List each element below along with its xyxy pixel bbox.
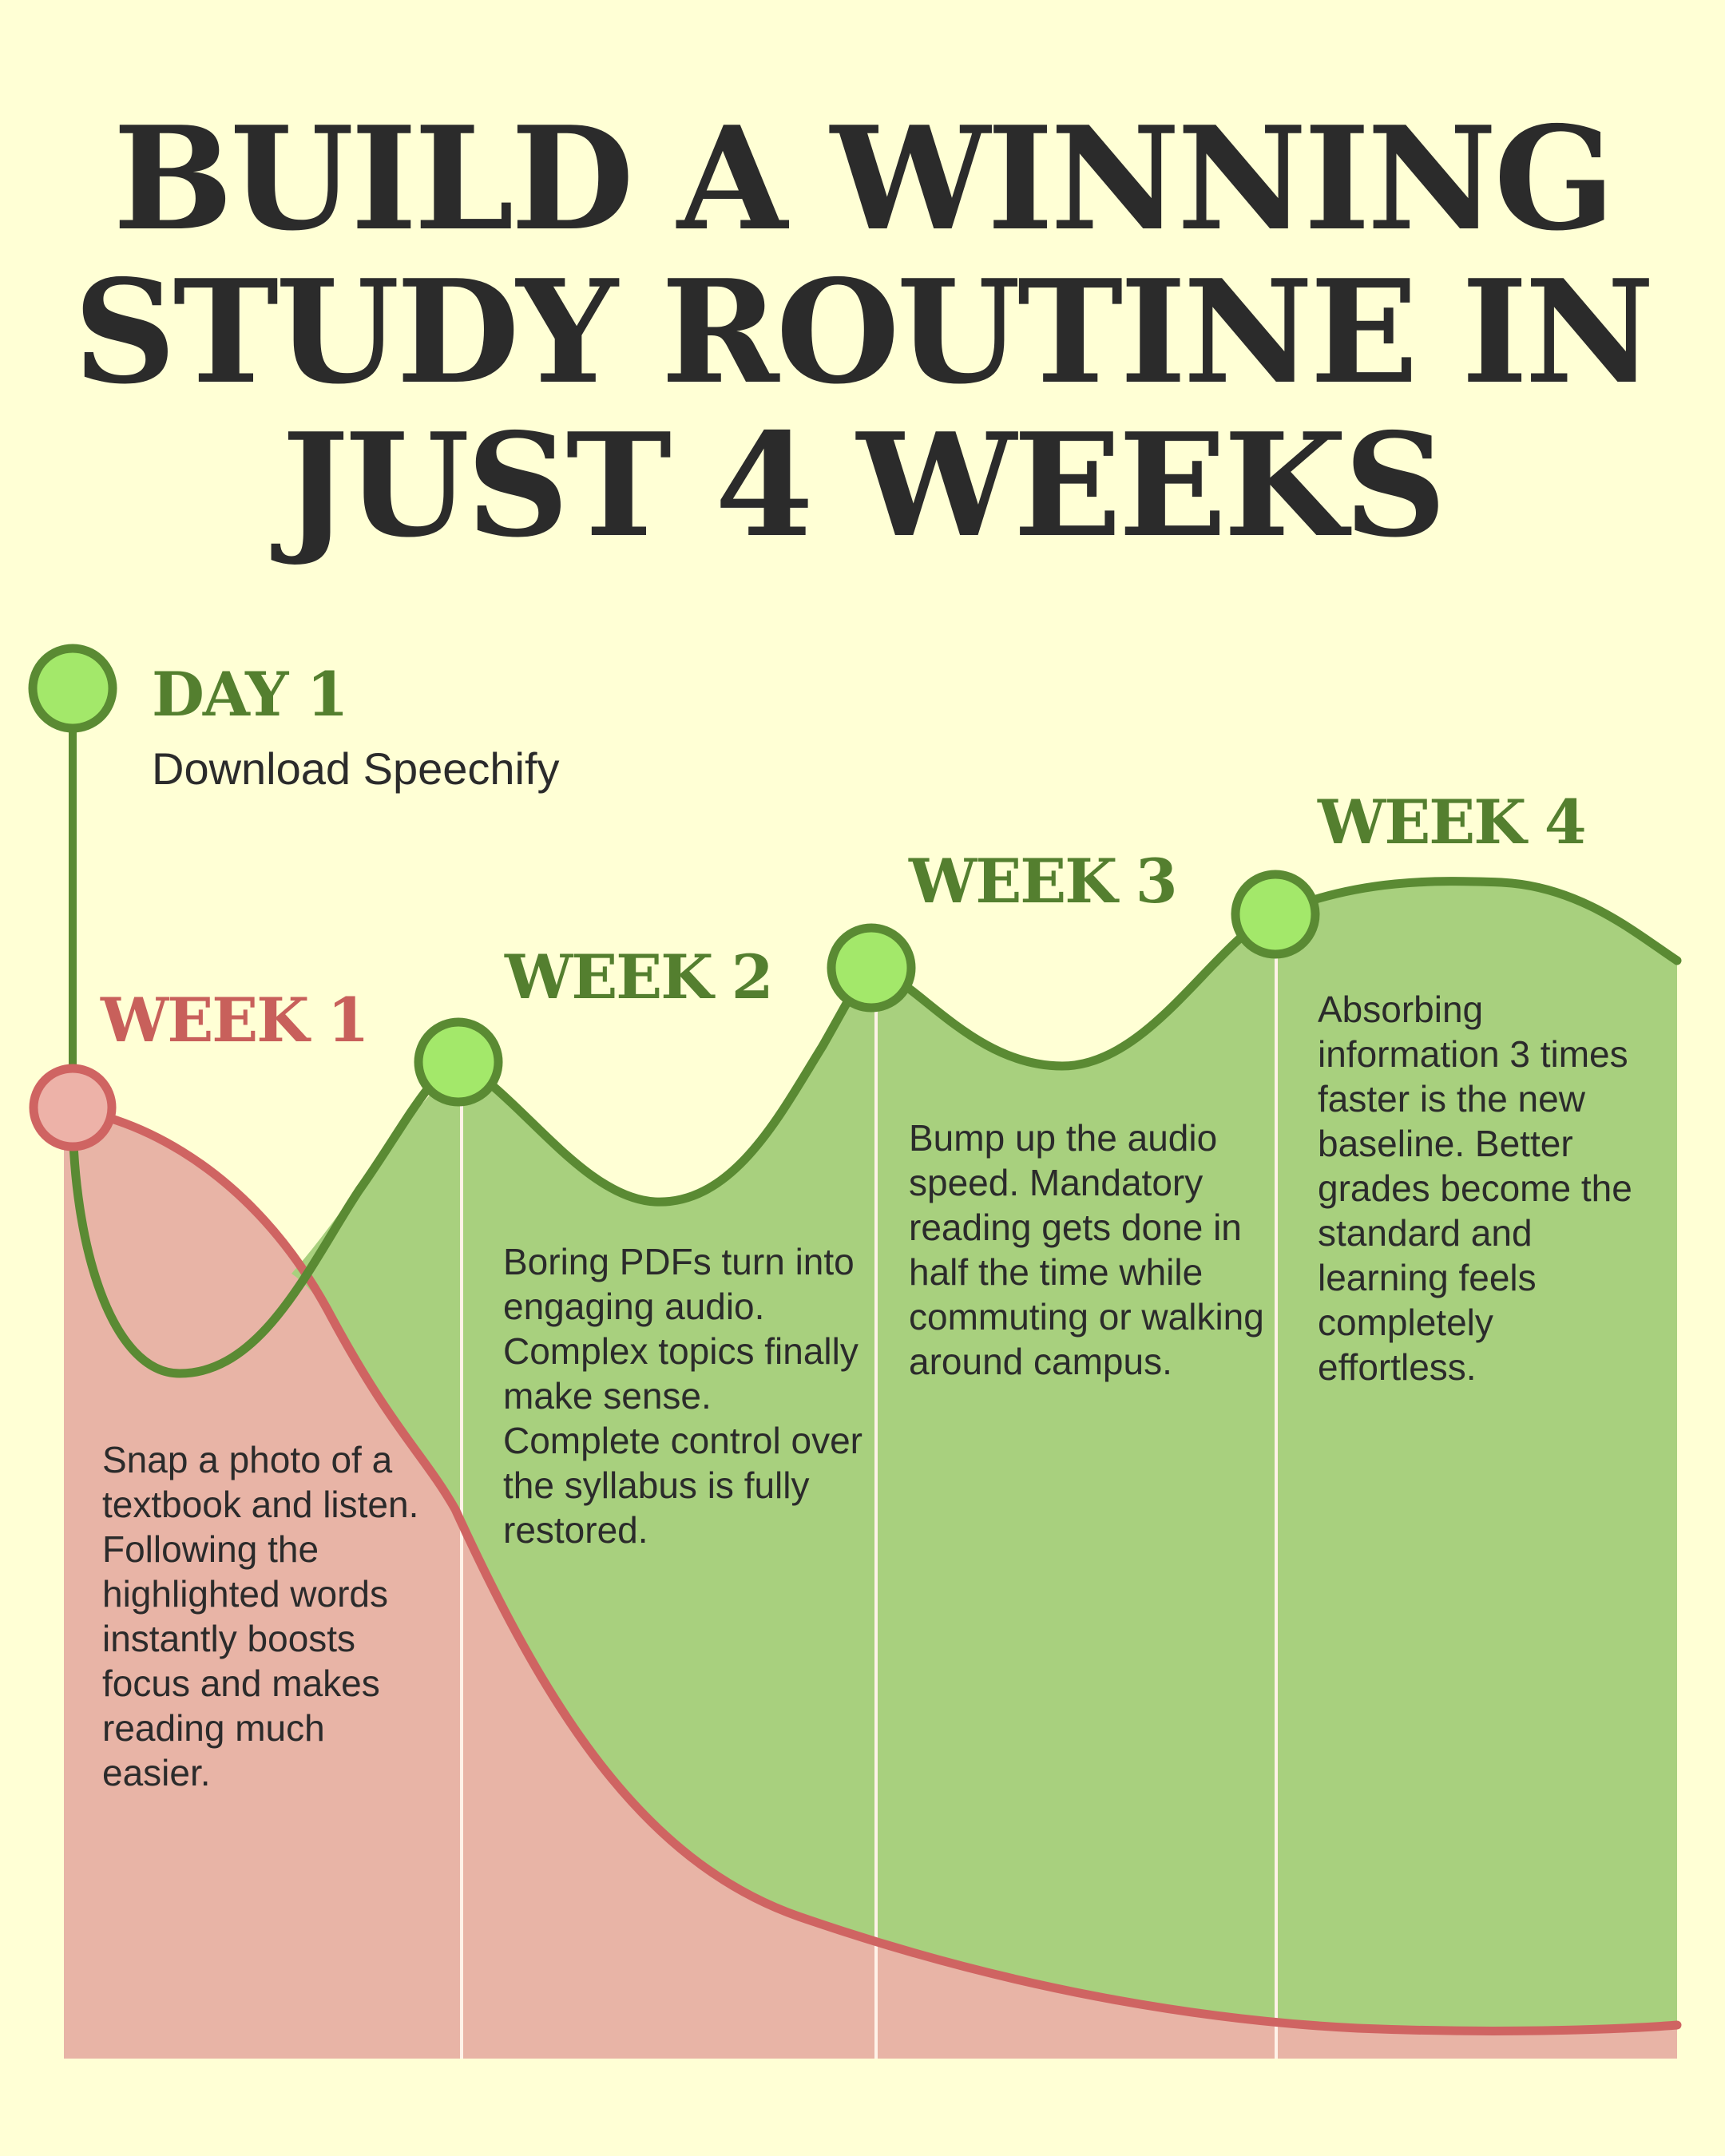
green-line [68, 877, 1682, 1378]
week2-marker [414, 1017, 503, 1107]
week2-text: Boring PDFs turn into engaging audio. Co… [503, 1241, 862, 1551]
page-title: BUILD A WINNING STUDY ROUTINE IN JUST 4 … [0, 102, 1725, 562]
day1-marker [28, 644, 117, 733]
week3-label: WEEK 3 [909, 846, 1178, 917]
week3-text: Bump up the audio speed. Mandatory readi… [909, 1117, 1264, 1382]
week1-label: WEEK 1 [101, 985, 370, 1056]
day1-text: Download Speechify [152, 743, 560, 794]
title-line-2: STUDY ROUTINE IN [73, 248, 1655, 415]
week4-marker [1231, 870, 1320, 959]
week1-marker [29, 1064, 117, 1151]
day1-label: DAY 1 [152, 659, 349, 730]
green-area [291, 883, 1677, 2031]
red-line [68, 1105, 1682, 2035]
title-line-3: JUST 4 WEEKS [281, 402, 1447, 569]
week3-marker [827, 923, 916, 1013]
week4-label: WEEK 4 [1318, 787, 1587, 858]
title-line-1: BUILD A WINNING [113, 95, 1615, 262]
week4-text: Absorbing information 3 times faster is … [1318, 989, 1632, 1388]
week1-text: Snap a photo of a textbook and listen. F… [102, 1439, 419, 1793]
week2-label: WEEK 2 [505, 941, 774, 1013]
red-area [64, 1110, 1677, 2059]
